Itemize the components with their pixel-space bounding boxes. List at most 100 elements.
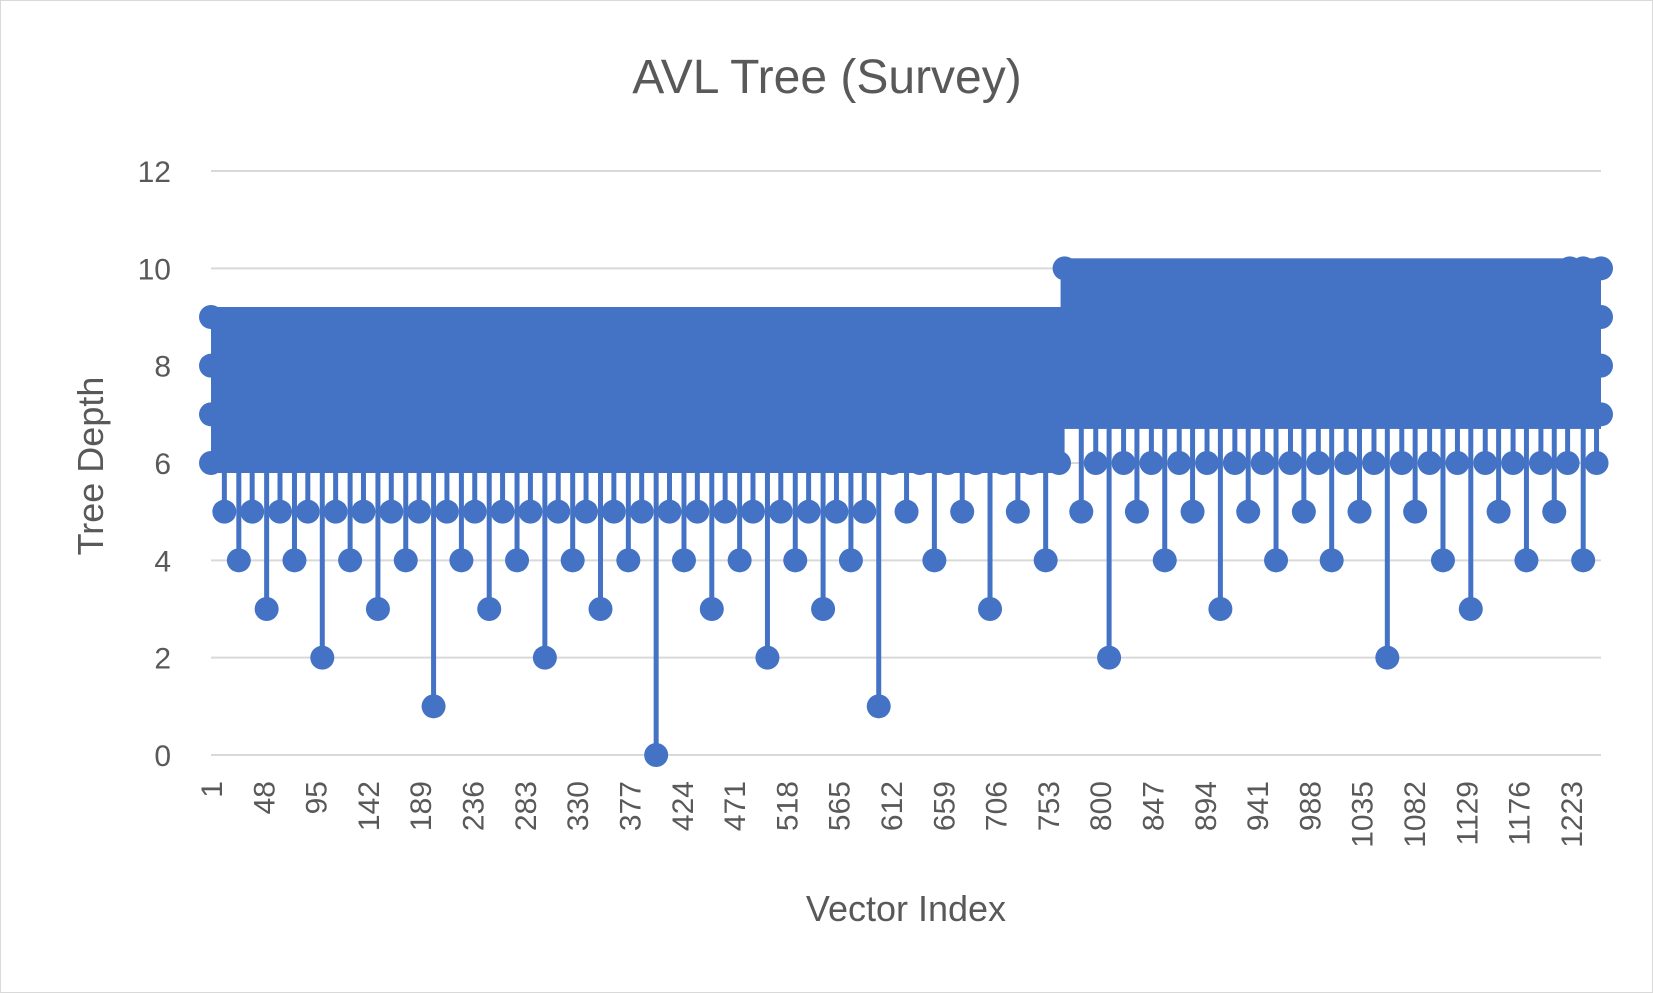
data-point [1139, 451, 1164, 475]
data-point [1589, 402, 1613, 427]
x-tick-label: 894 [1190, 781, 1223, 831]
data-point [574, 499, 599, 524]
data-point [768, 499, 793, 524]
data-point [254, 597, 279, 621]
data-point [434, 499, 459, 524]
data-point [1528, 451, 1553, 475]
data-point [546, 499, 571, 524]
data-point [880, 451, 905, 475]
data-point [1047, 451, 1072, 475]
data-point [379, 499, 404, 524]
data-point [588, 597, 613, 621]
data-point [1584, 451, 1609, 475]
data-point [1019, 451, 1044, 475]
data-point [338, 548, 363, 573]
data-point [199, 451, 223, 475]
series-marks [199, 256, 1613, 767]
data-point [1180, 499, 1205, 524]
x-tick-label: 1 [196, 781, 229, 798]
x-tick-label: 377 [614, 781, 647, 831]
data-point [532, 645, 557, 670]
data-point [740, 499, 765, 524]
x-axis-ticks: 1 48 95 142 189 236 283 330 377 424 471 518 565 612 65… [196, 781, 1589, 848]
data-point [1473, 451, 1498, 475]
x-tick-label: 236 [458, 781, 491, 831]
series-band-high [1060, 258, 1601, 429]
data-point [1430, 548, 1455, 573]
x-tick-label: 48 [248, 781, 281, 814]
data-point [755, 645, 780, 670]
y-tick-label: 2 [154, 643, 171, 676]
data-point [199, 353, 223, 378]
x-tick-label: 612 [876, 781, 909, 831]
data-point [295, 499, 320, 524]
data-point [1486, 499, 1511, 524]
x-tick-label: 988 [1294, 781, 1327, 831]
data-point [1236, 499, 1261, 524]
data-point [1445, 451, 1470, 475]
x-tick-label: 142 [353, 781, 386, 831]
data-point [1250, 451, 1275, 475]
data-point [421, 694, 446, 719]
data-point [1589, 305, 1613, 329]
data-point [1542, 499, 1567, 524]
data-point [894, 499, 919, 524]
data-point [1417, 451, 1442, 475]
data-point [1033, 548, 1058, 573]
data-point [1514, 548, 1539, 573]
x-tick-label: 1082 [1399, 781, 1432, 848]
data-point [616, 548, 641, 573]
data-point [811, 597, 836, 621]
y-tick-label: 8 [154, 351, 171, 384]
y-tick-label: 6 [154, 448, 171, 481]
data-point [1124, 499, 1149, 524]
data-point [310, 645, 335, 670]
data-point [449, 548, 474, 573]
data-point [671, 548, 696, 573]
y-tick-label: 10 [138, 253, 171, 286]
data-point [518, 499, 543, 524]
data-point [1375, 645, 1400, 670]
data-point [1052, 256, 1077, 281]
data-point [796, 499, 821, 524]
data-point [1589, 353, 1613, 378]
data-point [477, 597, 502, 621]
data-point [713, 499, 738, 524]
data-point [1111, 451, 1136, 475]
x-tick-label: 424 [667, 781, 700, 831]
data-point [727, 548, 752, 573]
data-point [922, 548, 947, 573]
data-point [1571, 256, 1596, 281]
data-point [950, 499, 975, 524]
data-point [1097, 645, 1122, 670]
data-point [226, 548, 251, 573]
x-tick-label: 518 [771, 781, 804, 831]
y-tick-label: 0 [154, 740, 171, 773]
x-tick-label: 189 [405, 781, 438, 831]
data-point [838, 548, 863, 573]
data-point [1347, 499, 1372, 524]
data-point [490, 499, 515, 524]
data-point [1195, 451, 1220, 475]
x-tick-label: 847 [1138, 781, 1171, 831]
data-point [644, 743, 669, 767]
data-point [1555, 451, 1580, 475]
data-point [963, 451, 988, 475]
data-point [1167, 451, 1192, 475]
x-tick-label: 753 [1033, 781, 1066, 831]
data-point [1005, 499, 1030, 524]
x-tick-label: 283 [510, 781, 543, 831]
data-point [1361, 451, 1386, 475]
data-point [866, 694, 891, 719]
data-point [601, 499, 626, 524]
data-point [1319, 548, 1344, 573]
data-point [560, 548, 585, 573]
data-point [282, 548, 307, 573]
data-point [462, 499, 487, 524]
data-point [629, 499, 654, 524]
data-point [267, 499, 292, 524]
data-point [1403, 499, 1428, 524]
x-tick-label: 330 [562, 781, 595, 831]
data-point [907, 451, 932, 475]
data-point [1222, 451, 1247, 475]
